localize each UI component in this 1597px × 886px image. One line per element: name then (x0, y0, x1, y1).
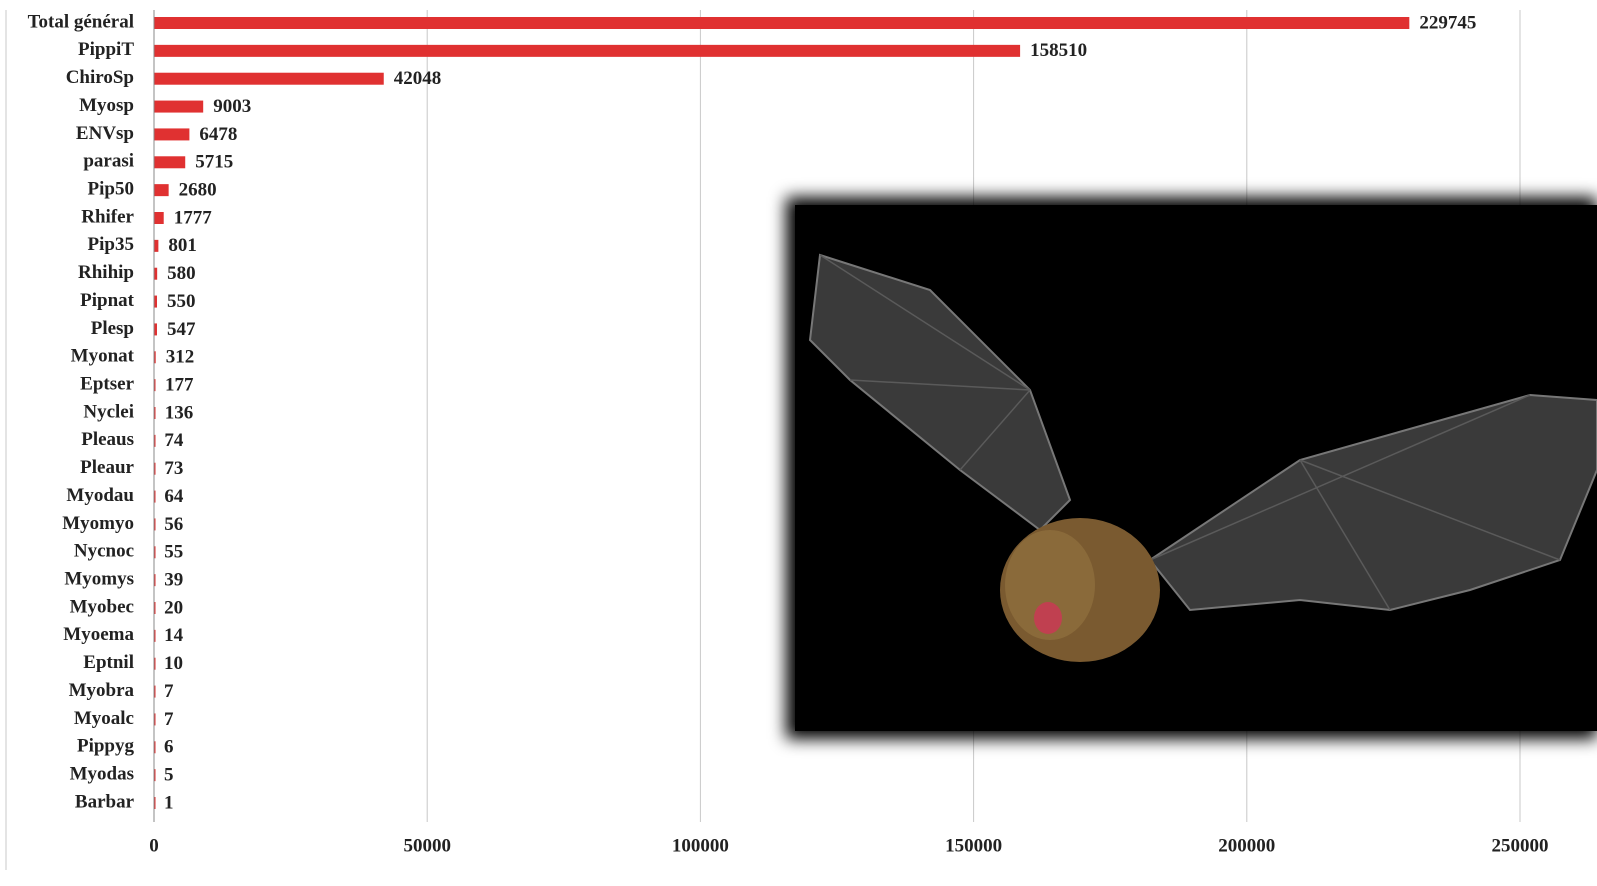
y-tick-label: Barbar (75, 791, 135, 812)
value-label: 74 (164, 430, 184, 451)
bar (154, 574, 156, 587)
bar (154, 685, 156, 698)
bar (154, 407, 156, 419)
y-tick-label: Pleaus (81, 429, 134, 450)
value-label: 1 (164, 792, 174, 813)
value-label: 9003 (213, 96, 251, 117)
y-tick-label: Myonat (71, 346, 135, 367)
y-tick-label: Rhihip (78, 262, 134, 283)
value-label: 547 (167, 319, 196, 340)
y-tick-label: ENVsp (76, 123, 134, 144)
bar (154, 184, 169, 197)
x-tick-label: 200000 (1218, 835, 1275, 856)
y-tick-label: PippiT (78, 39, 134, 60)
bar (154, 434, 156, 447)
bars: Total général 229745 PippiT 158510 ChiroSp 42… (28, 11, 1477, 813)
value-label: 14 (164, 625, 184, 646)
bar (154, 546, 156, 559)
value-label: 64 (164, 486, 184, 507)
y-tick-label: Myobra (69, 680, 135, 701)
value-label: 7 (164, 681, 174, 702)
bar (154, 323, 157, 336)
bar (154, 379, 156, 392)
y-tick-label: Myosp (79, 95, 134, 116)
bar (154, 17, 1410, 29)
bar (154, 490, 156, 503)
bar (154, 72, 384, 85)
bar (154, 769, 156, 782)
y-tick-label: Myomys (64, 569, 134, 590)
x-tick-label: 0 (149, 835, 159, 856)
bar (154, 462, 156, 475)
bar (154, 100, 204, 113)
y-tick-label: Myoema (63, 624, 134, 645)
y-tick-label: Myoalc (74, 708, 134, 729)
bar (154, 741, 156, 754)
value-label: 580 (167, 263, 196, 284)
value-label: 5 (164, 765, 174, 786)
y-tick-label: Pippyg (77, 736, 135, 757)
y-tick-label: Pipnat (80, 290, 135, 311)
y-tick-label: Myodau (66, 485, 134, 506)
value-label: 73 (164, 458, 183, 479)
value-label: 39 (164, 570, 183, 591)
value-label: 55 (164, 542, 183, 563)
bar (154, 295, 158, 308)
value-label: 158510 (1030, 40, 1087, 61)
bar (154, 602, 156, 614)
y-tick-label: Eptser (80, 374, 134, 395)
y-tick-label: Eptnil (83, 652, 134, 673)
bar (154, 713, 156, 726)
y-tick-label: Pip35 (88, 234, 134, 255)
y-tick-label: Pip50 (88, 179, 134, 200)
value-label: 2680 (179, 180, 217, 201)
bar (154, 629, 156, 642)
bar (154, 44, 1021, 57)
value-label: 10 (164, 653, 183, 674)
value-label: 20 (164, 597, 183, 618)
bar (154, 351, 156, 364)
bar (154, 657, 156, 670)
value-label: 550 (167, 291, 196, 312)
y-tick-label: Pleaur (80, 457, 134, 478)
y-tick-label: Myomyo (62, 513, 134, 534)
bar (154, 518, 156, 531)
value-label: 42048 (394, 68, 442, 89)
y-tick-label: Myobec (70, 596, 134, 617)
bar (154, 267, 158, 280)
value-label: 7 (164, 709, 174, 730)
value-label: 6478 (199, 124, 237, 145)
x-tick-label: 50000 (403, 835, 451, 856)
y-tick-label: Nycnoc (74, 541, 134, 562)
value-label: 1777 (174, 207, 213, 228)
y-tick-label: parasi (83, 151, 134, 172)
bar (154, 156, 186, 169)
value-label: 136 (165, 402, 194, 423)
value-label: 56 (164, 514, 183, 535)
x-tick-label: 100000 (672, 835, 729, 856)
y-tick-label: ChiroSp (66, 67, 134, 88)
value-label: 5715 (195, 152, 233, 173)
y-tick-label: Myodas (70, 764, 134, 785)
value-label: 229745 (1419, 12, 1476, 33)
bar (154, 128, 190, 141)
y-tick-label: Plesp (91, 318, 134, 339)
y-tick-label: Nyclei (83, 401, 134, 422)
value-label: 177 (165, 375, 194, 396)
value-label: 801 (168, 235, 197, 256)
bar (154, 239, 159, 252)
value-label: 312 (166, 347, 195, 368)
bar (154, 212, 164, 224)
bar (154, 797, 156, 809)
y-tick-label: Rhifer (81, 206, 134, 227)
value-label: 6 (164, 737, 174, 758)
bat-photo (786, 197, 1597, 739)
x-tick-label: 250000 (1492, 835, 1549, 856)
y-tick-label: Total général (28, 11, 134, 32)
x-tick-label: 150000 (945, 835, 1002, 856)
